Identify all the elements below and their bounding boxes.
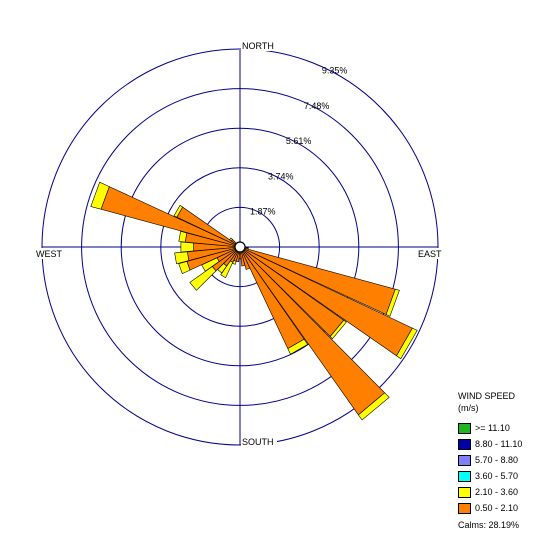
petal-230-class-1 [189, 266, 217, 291]
north-label-bg [241, 40, 277, 51]
legend-swatch [458, 486, 471, 498]
north-label: NORTH [242, 41, 274, 51]
petal-260-class-1 [174, 251, 190, 265]
east-label-bg [416, 248, 444, 259]
ring-label-3: 5.61% [286, 136, 312, 146]
west-label: WEST [36, 249, 63, 259]
legend-unit: (m/s) [458, 403, 479, 413]
ring-label-5: 9.35% [322, 66, 348, 76]
legend-label: 3.60 - 5.70 [475, 471, 519, 481]
legend-label: >= 11.10 [475, 423, 510, 433]
legend-row: >= 11.10 [458, 420, 537, 436]
legend-row: 0.50 - 2.10 [458, 500, 537, 516]
legend-row: 2.10 - 3.60 [458, 484, 537, 500]
legend: WIND SPEED (m/s) >= 11.10 8.80 - 11.10 5.7… [458, 390, 537, 530]
petal-120-class-1 [396, 327, 418, 360]
petals [90, 181, 418, 421]
west-label-bg [35, 248, 67, 259]
petal-280-class-1 [178, 230, 188, 243]
petal-210-class-1 [220, 260, 234, 279]
petal-110-class-1 [385, 288, 400, 317]
legend-calms: Calms: 28.19% [458, 520, 520, 530]
petal-140-class-1 [357, 392, 390, 421]
legend-swatch [458, 422, 471, 434]
ring-label-4: 7.48% [304, 101, 330, 111]
legend-rows: >= 11.10 8.80 - 11.10 5.70 - 8.80 3.60 - 5.… [458, 420, 537, 516]
ring-label-2: 3.74% [268, 171, 294, 181]
legend-row: 3.60 - 5.70 [458, 468, 537, 484]
ring-labels: 1.87% 3.74% 5.61% 7.48% 9.35% [250, 66, 347, 217]
ring-label-1: 1.87% [250, 207, 276, 217]
legend-swatch [458, 470, 471, 482]
legend-row: 5.70 - 8.80 [458, 452, 537, 468]
petal-290-class-1 [90, 181, 110, 210]
legend-label: 0.50 - 2.10 [475, 503, 519, 513]
south-label: SOUTH [242, 437, 274, 447]
south-label-bg [241, 436, 277, 447]
legend-row: 8.80 - 11.10 [458, 436, 537, 452]
legend-swatch [458, 438, 471, 450]
petal-250-class-1 [178, 261, 191, 275]
petal-130-class-1 [329, 319, 347, 340]
legend-label: 2.10 - 3.60 [475, 487, 519, 497]
legend-swatch [458, 454, 471, 466]
petal-270-class-1 [180, 241, 194, 253]
legend-title: WIND SPEED [458, 391, 516, 401]
center-marker [234, 241, 246, 253]
legend-swatch [458, 502, 471, 514]
east-label: EAST [418, 249, 442, 259]
petal-310-class-1 [229, 237, 233, 242]
petal-150-class-1 [287, 338, 309, 355]
legend-label: 8.80 - 11.10 [475, 439, 523, 449]
petal-300-class-1 [173, 204, 183, 218]
legend-label: 5.70 - 8.80 [475, 455, 519, 465]
